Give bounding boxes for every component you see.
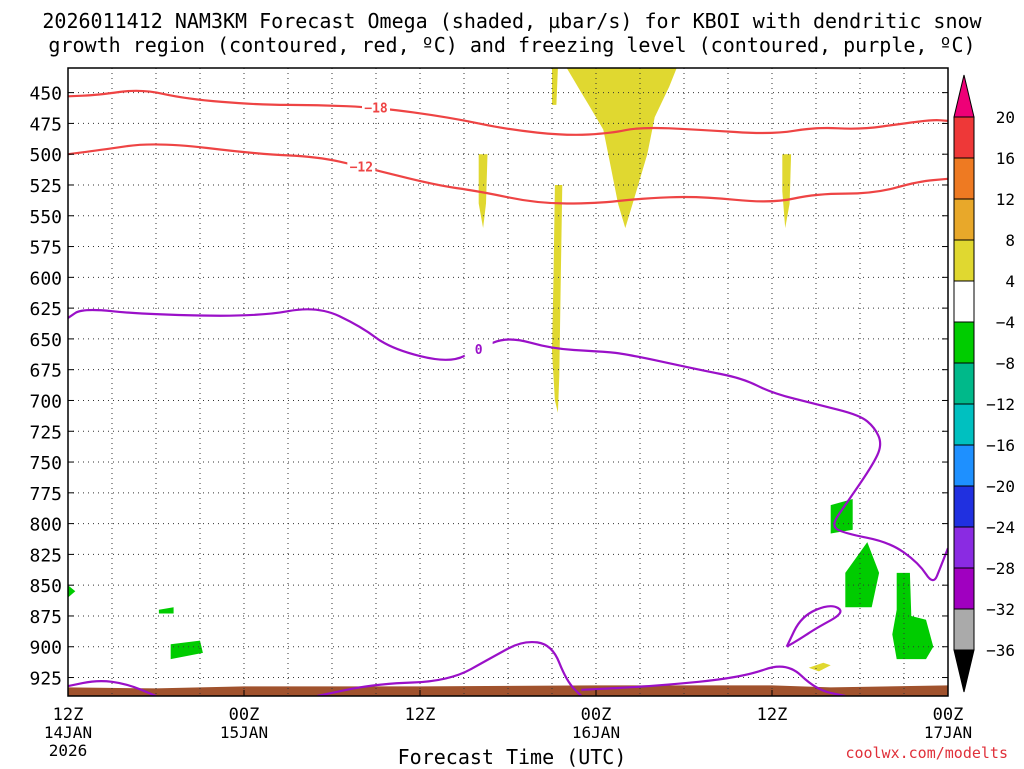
y-tick-label-625: 625 [29,299,62,320]
omega-region-6 [830,499,853,534]
colorbar-tick-label-6: −8 [996,354,1015,373]
site-credit[interactable]: coolwx.com/modelts [845,744,1008,762]
y-tick-label-875: 875 [29,607,62,628]
x-tick-hour-label-60: 00Z [933,705,964,725]
x-tick-hour-label-0: 12Z [53,705,84,725]
y-tick-label-675: 675 [29,361,62,382]
x-tick-hour-label-12: 00Z [229,705,260,725]
colorbar-tick-label-3: 8 [1005,231,1015,250]
x-tick-date-label-12: 15JAN [220,723,268,742]
colorbar-bin-5 [953,280,975,323]
colorbar-bin-6 [953,321,975,364]
contour-line-3 [68,680,157,696]
y-tick-label-550: 550 [29,207,62,228]
colorbar-tick-label-13: −36 [986,641,1015,660]
y-tick-label-475: 475 [29,114,62,135]
y-tick-label-825: 825 [29,545,62,566]
contour-line-6 [785,605,842,648]
y-axis: 450 475 500 525 550 575 600 625 650 675 700 725 750 7… [29,84,948,690]
colorbar-tick-label-9: −20 [986,477,1015,496]
colorbar-bin-13 [953,608,975,651]
colorbar-tick-label-11: −28 [986,559,1015,578]
colorbar-tick-label-0: 20 [996,108,1015,127]
contour-line-4 [317,641,583,696]
y-tick-label-725: 725 [29,422,62,443]
colorbar-bin-11 [953,526,975,569]
colorbar-tick-label-4: 4 [1005,272,1015,291]
y-tick-label-900: 900 [29,638,62,659]
colorbar-bin-8 [953,403,975,446]
contour-label-bg-0 [362,99,390,116]
colorbar: 20 16 12 8 4 −4 −8 −12 −16 −20 −24 −28 −32 −36 [953,74,1015,693]
y-tick-label-525: 525 [29,176,62,197]
y-tick-label-450: 450 [29,84,62,105]
plot-frame [67,67,949,697]
contour-line-2 [68,308,948,582]
colorbar-bin-9 [953,444,975,487]
x-tick-date-label-36: 16JAN [572,723,620,742]
omega-region-0 [566,68,677,229]
colorbar-tick-label-12: −32 [986,600,1015,619]
y-tick-label-650: 650 [29,330,62,351]
y-tick-label-700: 700 [29,391,62,412]
contour-label-1: −12 [350,161,373,176]
omega-region-5 [808,662,831,672]
omega-shading-layer [68,68,934,672]
colorbar-bin-7 [953,362,975,405]
contour-label-bg-2 [464,340,493,357]
y-tick-label-925: 925 [29,669,62,690]
colorbar-bin-2 [953,157,975,200]
colorbar-bin-4 [953,239,975,282]
colorbar-bin-12 [953,567,975,610]
y-tick-label-775: 775 [29,484,62,505]
colorbar-tick-label-8: −16 [986,436,1015,455]
omega-region-4 [552,68,558,105]
colorbar-bin-1 [953,116,975,159]
colorbar-tick-label-5: −4 [996,313,1015,332]
contour-label-0: −18 [364,101,388,116]
x-tick-hour-label-36: 00Z [581,705,612,725]
omega-region-9 [170,640,203,660]
colorbar-bin-14 [953,649,975,693]
colorbar-bin-3 [953,198,975,241]
colorbar-tick-label-1: 16 [996,149,1015,168]
x-axis-title: Forecast Time (UTC) [397,745,627,769]
x-tick-date-label-60: 17JAN [924,723,972,742]
contour-line-0 [68,89,948,136]
colorbar-tick-label-7: −12 [986,395,1015,414]
y-tick-label-750: 750 [29,453,62,474]
y-tick-label-800: 800 [29,515,62,536]
contour-line-5 [581,665,846,696]
omega-region-1 [478,154,488,229]
colorbar-tick-label-10: −24 [986,518,1015,537]
x-tick-year-label-0: 2026 [49,741,88,760]
omega-region-10 [158,607,174,614]
colorbar-tick-label-2: 12 [996,190,1015,209]
y-tick-label-575: 575 [29,238,62,259]
contour-layer: −18 −12 0 [68,89,948,696]
x-tick-hour-label-48: 12Z [757,705,788,725]
y-tick-label-500: 500 [29,145,62,166]
omega-region-8 [892,572,934,660]
chart-title-line-2: growth region (contoured, red, ºC) and f… [48,33,976,57]
x-tick-date-label-0: 14JAN [44,723,92,742]
omega-region-11 [68,585,76,598]
colorbar-bin-0 [953,74,975,118]
contour-line-1 [68,143,948,205]
contour-label-bg-1 [347,158,376,175]
omega-region-2 [552,185,563,413]
contour-label-2: 0 [475,343,483,358]
omega-region-3 [782,154,792,229]
colorbar-bin-10 [953,485,975,528]
chart-title-line-1: 2026011412 NAM3KM Forecast Omega (shaded… [42,9,982,33]
omega-region-7 [845,542,880,608]
y-tick-label-850: 850 [29,576,62,597]
y-tick-label-600: 600 [29,268,62,289]
x-tick-hour-label-24: 12Z [405,705,436,725]
grid-layer [67,68,949,696]
